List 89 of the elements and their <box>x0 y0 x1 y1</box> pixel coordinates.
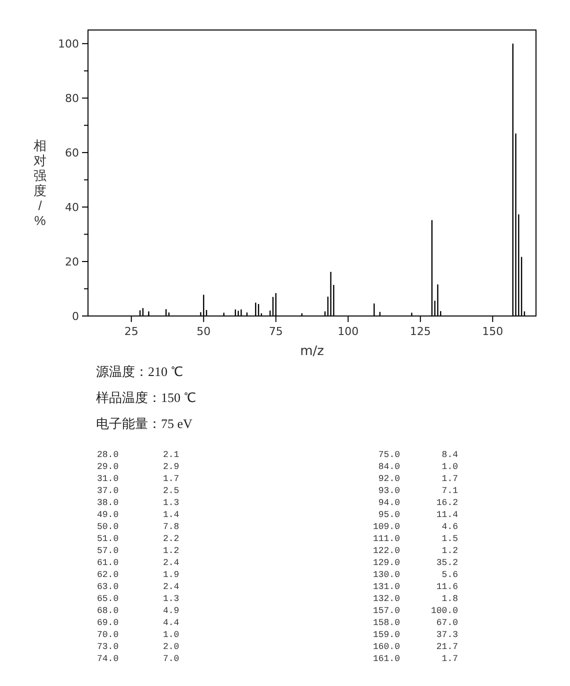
text: 1.0 <box>163 630 180 640</box>
text: 源温度：210 ℃ <box>96 364 183 379</box>
category-label: 122.0 <box>372 546 400 556</box>
category-label: 84.0 <box>378 462 400 472</box>
category-label: 131.0 <box>372 582 400 592</box>
text: 电子能量：75 eV <box>96 416 194 431</box>
x-tick-label: 50 <box>196 325 211 338</box>
x-tick-label: 100 <box>338 325 359 338</box>
text: 1.7 <box>163 474 180 484</box>
category-label: 74.0 <box>97 654 119 664</box>
category-label: 129.0 <box>372 558 400 568</box>
text: 2.2 <box>163 534 180 544</box>
category-label: 157.0 <box>372 606 400 616</box>
category-label: 161.0 <box>372 654 400 664</box>
text: 11.4 <box>436 510 458 520</box>
text: 1.5 <box>442 534 458 544</box>
text: 2.9 <box>163 462 180 472</box>
x-tick-label: 150 <box>482 325 504 338</box>
category-label: 75.0 <box>378 450 400 460</box>
category-label: 68.0 <box>97 606 119 616</box>
category-label: 29.0 <box>97 462 119 472</box>
text: 7.0 <box>163 654 180 664</box>
text: 1.3 <box>163 594 180 604</box>
category-label: 93.0 <box>378 486 400 496</box>
y-tick-label: 20 <box>65 256 79 269</box>
y-tick-label: 60 <box>65 146 79 160</box>
category-label: 94.0 <box>378 498 400 508</box>
text: 2.1 <box>163 450 180 460</box>
category-label: 132.0 <box>372 594 400 604</box>
category-label: 38.0 <box>97 498 119 508</box>
text: 1.2 <box>442 546 458 556</box>
text: 5.6 <box>442 570 458 580</box>
category-label: 49.0 <box>97 510 119 520</box>
text: 37.3 <box>436 630 458 640</box>
y-tick-label: 40 <box>65 201 79 214</box>
category-label: 158.0 <box>372 618 400 628</box>
category-label: 57.0 <box>97 546 119 556</box>
text: 16.2 <box>436 498 458 508</box>
text: 4.6 <box>442 522 458 532</box>
text: 1.0 <box>442 462 458 472</box>
y-tick-label: 100 <box>58 38 79 51</box>
category-label: 109.0 <box>372 522 400 532</box>
text: 2.0 <box>163 642 180 652</box>
category-label: 92.0 <box>378 474 400 484</box>
x-tick-label: 25 <box>124 325 138 338</box>
text: 1.3 <box>163 498 180 508</box>
category-label: 37.0 <box>97 486 119 496</box>
text: 1.7 <box>442 474 458 484</box>
y-tick-label: 80 <box>65 92 79 106</box>
category-label: 28.0 <box>97 450 119 460</box>
text: 67.0 <box>436 618 458 628</box>
x-tick-label: 75 <box>268 325 283 338</box>
category-label: 65.0 <box>97 594 119 604</box>
category-label: 61.0 <box>97 558 119 568</box>
text: 21.7 <box>436 642 458 652</box>
text: 2.5 <box>163 486 180 496</box>
category-label: 73.0 <box>97 642 119 652</box>
text: 1.9 <box>163 570 180 580</box>
x-axis-title: m/z <box>300 344 324 359</box>
text: 11.6 <box>436 582 458 592</box>
text: 1.7 <box>442 654 458 664</box>
text: 2.4 <box>163 582 180 592</box>
text: 7.1 <box>442 486 458 496</box>
category-label: 95.0 <box>378 510 400 520</box>
category-label: 62.0 <box>97 570 119 580</box>
text: 1.4 <box>163 510 180 520</box>
x-tick-label: 125 <box>410 325 431 338</box>
category-label: 130.0 <box>372 570 400 580</box>
text: 1.2 <box>163 546 180 556</box>
text: 2.4 <box>163 558 180 568</box>
text: 100.0 <box>430 606 458 616</box>
category-label: 159.0 <box>372 630 400 640</box>
text: 样品温度：150 ℃ <box>96 390 196 405</box>
text: 1.8 <box>442 594 458 604</box>
category-label: 63.0 <box>97 582 119 592</box>
y-axis-title: 相对强度/% <box>34 138 46 228</box>
category-label: 50.0 <box>97 522 119 532</box>
category-label: 69.0 <box>97 618 119 628</box>
category-label: 51.0 <box>97 534 119 544</box>
category-label: 31.0 <box>97 474 119 484</box>
text: 7.8 <box>163 522 180 532</box>
category-label: 160.0 <box>372 642 400 652</box>
y-tick-label: 0 <box>72 310 79 323</box>
category-label: 70.0 <box>97 630 119 640</box>
text: 35.2 <box>436 558 458 568</box>
text: 4.9 <box>163 606 180 616</box>
category-label: 111.0 <box>372 534 400 544</box>
text: 4.4 <box>163 618 180 628</box>
text: 8.4 <box>442 450 458 460</box>
